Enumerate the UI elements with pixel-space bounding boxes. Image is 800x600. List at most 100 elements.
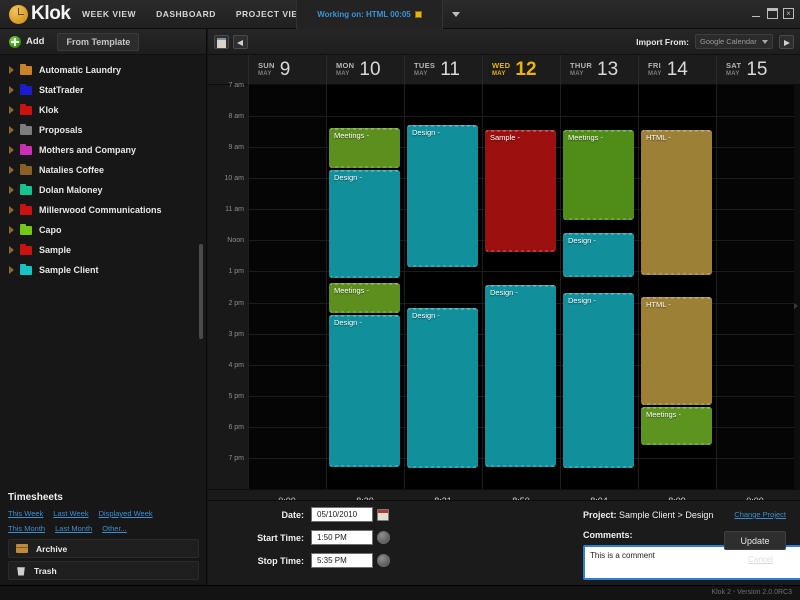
calendar-event[interactable]: HTML - <box>641 297 712 405</box>
calendar-event[interactable]: Design - <box>563 233 634 277</box>
resize-handle-top[interactable] <box>329 170 400 172</box>
project-row[interactable]: Mothers and Company <box>0 140 206 160</box>
close-button[interactable]: × <box>783 8 794 19</box>
maximize-button[interactable] <box>767 8 778 19</box>
project-row[interactable]: Automatic Laundry <box>0 60 206 80</box>
stop-time-clock-icon[interactable] <box>377 554 390 567</box>
day-column[interactable] <box>716 85 794 489</box>
day-column[interactable] <box>248 85 326 489</box>
expand-arrow-icon[interactable] <box>9 206 14 214</box>
change-project-link[interactable]: Change Project <box>734 510 786 519</box>
project-row[interactable]: Proposals <box>0 120 206 140</box>
resize-handle-top[interactable] <box>641 297 712 299</box>
calendar-picker-icon[interactable] <box>377 508 389 521</box>
add-project-button[interactable]: Add <box>0 35 53 48</box>
calendar-event[interactable]: Design - <box>329 170 400 278</box>
project-row[interactable]: Capo <box>0 220 206 240</box>
calendar-event[interactable]: Meetings - <box>329 128 400 168</box>
calendar-event[interactable]: Design - <box>407 308 478 468</box>
resize-handle-bottom[interactable] <box>563 466 634 468</box>
resize-handle-top[interactable] <box>641 407 712 409</box>
calendar-view-icon[interactable] <box>214 34 229 49</box>
resize-handle-top[interactable] <box>329 315 400 317</box>
resize-handle-bottom[interactable] <box>641 273 712 275</box>
expand-arrow-icon[interactable] <box>9 106 14 114</box>
expand-arrow-icon[interactable] <box>9 246 14 254</box>
resize-handle-top[interactable] <box>563 293 634 295</box>
working-on-status[interactable]: Working on: HTML 00:05 <box>296 0 443 29</box>
resize-handle-top[interactable] <box>563 130 634 132</box>
resize-handle-top[interactable] <box>407 125 478 127</box>
project-row[interactable]: Klok <box>0 100 206 120</box>
timesheet-link-this-month[interactable]: This Month <box>8 524 46 533</box>
timesheet-link-displayed-week[interactable]: Displayed Week <box>98 509 153 518</box>
comments-textarea[interactable]: This is a comment <box>583 545 800 580</box>
project-row[interactable]: Sample Client <box>0 260 206 280</box>
timesheet-link-last-week[interactable]: Last Week <box>53 509 89 518</box>
resize-handle-bottom[interactable] <box>329 465 400 467</box>
expand-arrow-icon[interactable] <box>9 186 14 194</box>
day-header-tues[interactable]: TUES MAY 11 <box>404 55 482 85</box>
project-row[interactable]: StatTrader <box>0 80 206 100</box>
calendar-event[interactable]: Sample - <box>485 130 556 252</box>
calendar-event[interactable]: Design - <box>563 293 634 468</box>
day-header-thur[interactable]: THUR MAY 13 <box>560 55 638 85</box>
resize-handle-bottom[interactable] <box>563 218 634 220</box>
stop-time-input[interactable]: 5:35 PM <box>311 553 373 568</box>
timesheet-link-other[interactable]: Other... <box>102 524 127 533</box>
project-row[interactable]: Dolan Maloney <box>0 180 206 200</box>
expand-arrow-icon[interactable] <box>9 66 14 74</box>
date-input[interactable]: 05/10/2010 <box>311 507 373 522</box>
calendar-event[interactable]: Design - <box>329 315 400 467</box>
stop-timer-icon[interactable] <box>414 11 422 18</box>
timesheet-link-this-week[interactable]: This Week <box>8 509 44 518</box>
resize-handle-bottom[interactable] <box>329 276 400 278</box>
resize-handle-bottom[interactable] <box>641 403 712 405</box>
calendar-event[interactable]: Design - <box>407 125 478 267</box>
resize-handle-top[interactable] <box>407 308 478 310</box>
expand-arrow-icon[interactable] <box>9 126 14 134</box>
import-source-select[interactable]: Google Calendar <box>695 34 773 49</box>
sidebar-item-archive[interactable]: Archive <box>8 539 199 558</box>
expand-arrow-icon[interactable] <box>9 86 14 94</box>
resize-handle-top[interactable] <box>563 233 634 235</box>
resize-handle-bottom[interactable] <box>485 250 556 252</box>
day-header-fri[interactable]: FRI MAY 14 <box>638 55 716 85</box>
day-header-wed[interactable]: WED MAY 12 <box>482 55 560 85</box>
resize-handle-top[interactable] <box>329 128 400 130</box>
resize-handle-top[interactable] <box>485 130 556 132</box>
calendar-event[interactable]: Meetings - <box>641 407 712 445</box>
resize-handle-bottom[interactable] <box>563 275 634 277</box>
calendar-event[interactable]: HTML - <box>641 130 712 275</box>
timesheet-link-last-month[interactable]: Last Month <box>55 524 93 533</box>
expand-arrow-icon[interactable] <box>9 226 14 234</box>
update-button[interactable]: Update <box>724 531 786 550</box>
resize-handle-bottom[interactable] <box>329 311 400 313</box>
start-time-input[interactable]: 1:50 PM <box>311 530 373 545</box>
resize-handle-bottom[interactable] <box>641 443 712 445</box>
resize-handle-top[interactable] <box>329 283 400 285</box>
calendar-event[interactable]: Meetings - <box>563 130 634 220</box>
start-time-clock-icon[interactable] <box>377 531 390 544</box>
cancel-link[interactable]: Cancel <box>748 555 773 564</box>
next-week-arrow-icon[interactable] <box>790 300 798 312</box>
sidebar-scrollbar-thumb[interactable] <box>199 244 203 339</box>
nav-week-view[interactable]: WEEK VIEW <box>82 9 137 19</box>
import-go-icon[interactable] <box>779 34 794 49</box>
resize-handle-bottom[interactable] <box>485 465 556 467</box>
minimize-button[interactable] <box>751 8 762 19</box>
resize-handle-top[interactable] <box>641 130 712 132</box>
expand-arrow-icon[interactable] <box>9 166 14 174</box>
resize-handle-bottom[interactable] <box>407 265 478 267</box>
day-header-sat[interactable]: SAT MAY 15 <box>716 55 794 85</box>
resize-handle-bottom[interactable] <box>407 466 478 468</box>
project-row[interactable]: Sample <box>0 240 206 260</box>
resize-handle-bottom[interactable] <box>329 166 400 168</box>
from-template-button[interactable]: From Template <box>57 32 140 51</box>
calendar-event[interactable]: Meetings - <box>329 283 400 313</box>
day-header-sun[interactable]: SUN MAY 9 <box>248 55 326 85</box>
project-row[interactable]: Natalies Coffee <box>0 160 206 180</box>
project-row[interactable]: Millerwood Communications <box>0 200 206 220</box>
day-header-mon[interactable]: MON MAY 10 <box>326 55 404 85</box>
collapse-panel-icon[interactable] <box>233 34 248 49</box>
